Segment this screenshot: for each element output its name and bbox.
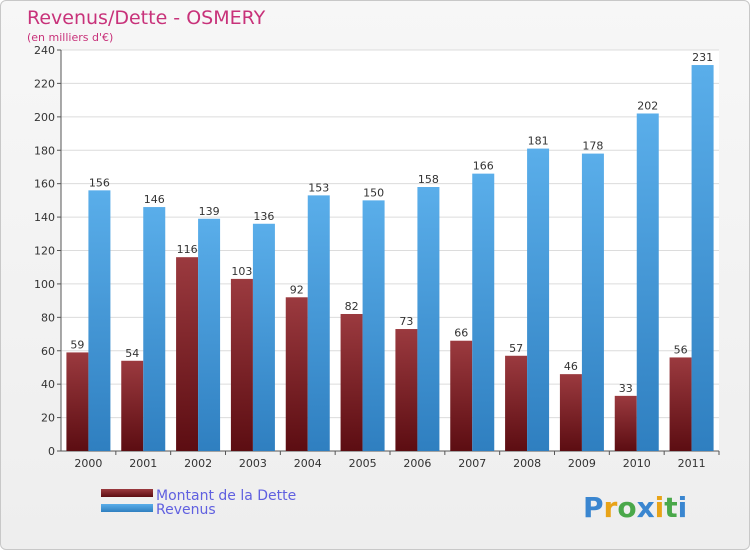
y-tick-label: 140 (34, 211, 55, 224)
bar-dette (230, 278, 253, 451)
bar-dette-label: 82 (345, 300, 359, 313)
bar-dette-label: 66 (454, 327, 468, 340)
x-tick-label: 2003 (239, 457, 267, 470)
data-labels: 59 156 54 146 116 139 103 136 92 153 82 150 73 158 66 1… (70, 51, 713, 395)
bar-dette (66, 352, 89, 451)
bar-revenus-label: 146 (144, 193, 165, 206)
bar-dette-label: 59 (70, 338, 84, 351)
legend-swatch-revenus (101, 504, 153, 512)
bar-revenus-label: 156 (89, 176, 110, 189)
bar-revenus (88, 190, 111, 451)
svg-text:Proxiti: Proxiti (583, 491, 687, 524)
legend: Montant de la Dette Revenus (101, 488, 296, 518)
bar-revenus (307, 195, 330, 451)
y-tick-label: 160 (34, 178, 55, 191)
bar-revenus-label: 178 (582, 140, 603, 153)
legend-swatch-debt (101, 489, 153, 497)
axes: 0 20 40 60 80 100 120 140 160 180 200 220 240 2000 200… (34, 44, 720, 470)
legend-label-debt: Montant de la Dette (156, 488, 296, 504)
bar-revenus-label: 202 (637, 99, 658, 112)
bar-revenus (472, 173, 495, 451)
bar-revenus-label: 139 (199, 205, 220, 218)
x-tick-label: 2011 (678, 457, 706, 470)
y-tick-label: 180 (34, 144, 55, 157)
bar-revenus (527, 148, 550, 451)
y-tick-label: 0 (48, 445, 55, 458)
bar-dette-label: 57 (509, 342, 523, 355)
bar-revenus-label: 231 (692, 51, 713, 64)
y-tick-label: 120 (34, 245, 55, 258)
bar-dette-label: 54 (125, 347, 139, 360)
bar-dette-label: 73 (399, 315, 413, 328)
bar-revenus-label: 181 (528, 135, 549, 148)
x-tick-label: 2002 (184, 457, 212, 470)
bar-revenus-label: 150 (363, 186, 384, 199)
bar-revenus (198, 218, 221, 451)
bar-revenus (362, 200, 385, 451)
bar-dette (669, 357, 692, 451)
x-tick-label: 2005 (349, 457, 377, 470)
bar-dette (121, 360, 144, 451)
y-tick-label: 80 (41, 311, 55, 324)
proxiti-logo: Proxiti (583, 491, 687, 524)
bar-dette-label: 33 (619, 382, 633, 395)
bar-revenus (143, 207, 166, 451)
y-tick-label: 240 (34, 44, 55, 57)
x-tick-label: 2007 (458, 457, 486, 470)
bar-revenus (417, 187, 440, 451)
bar-dette (176, 257, 199, 451)
x-tick-label: 2000 (74, 457, 102, 470)
y-tick-label: 200 (34, 111, 55, 124)
bar-dette (450, 340, 473, 451)
bar-revenus (691, 65, 714, 451)
bars (66, 65, 714, 451)
x-tick-label: 2008 (513, 457, 541, 470)
chart-subtitle: (en milliers d'€) (27, 31, 113, 44)
bar-dette (614, 395, 637, 451)
bar-dette-label: 103 (231, 265, 252, 278)
x-tick-label: 2010 (623, 457, 651, 470)
bar-revenus (252, 223, 275, 451)
bar-dette (395, 329, 418, 451)
x-tick-label: 2009 (568, 457, 596, 470)
y-tick-label: 220 (34, 77, 55, 90)
y-tick-label: 100 (34, 278, 55, 291)
x-tick-label: 2001 (129, 457, 157, 470)
bar-revenus-label: 136 (253, 210, 274, 223)
bar-revenus (581, 153, 604, 451)
grid (61, 49, 719, 452)
bar-revenus (636, 113, 659, 451)
bar-revenus-label: 158 (418, 173, 439, 186)
legend-label-revenus: Revenus (156, 502, 216, 518)
bar-dette-label: 92 (290, 283, 304, 296)
bar-revenus-label: 153 (308, 181, 329, 194)
bar-dette (505, 355, 528, 451)
y-tick-label: 60 (41, 345, 55, 358)
bar-dette-label: 46 (564, 360, 578, 373)
x-tick-label: 2006 (403, 457, 431, 470)
bar-dette (285, 297, 308, 451)
bar-dette-label: 56 (674, 343, 688, 356)
bar-dette (340, 313, 363, 451)
bar-dette-label: 116 (177, 243, 198, 256)
y-tick-label: 20 (41, 412, 55, 425)
bar-revenus-label: 166 (473, 160, 494, 173)
bar-dette (559, 374, 582, 451)
chart-title: Revenus/Dette - OSMERY (27, 7, 266, 29)
x-tick-label: 2004 (294, 457, 322, 470)
y-tick-label: 40 (41, 378, 55, 391)
